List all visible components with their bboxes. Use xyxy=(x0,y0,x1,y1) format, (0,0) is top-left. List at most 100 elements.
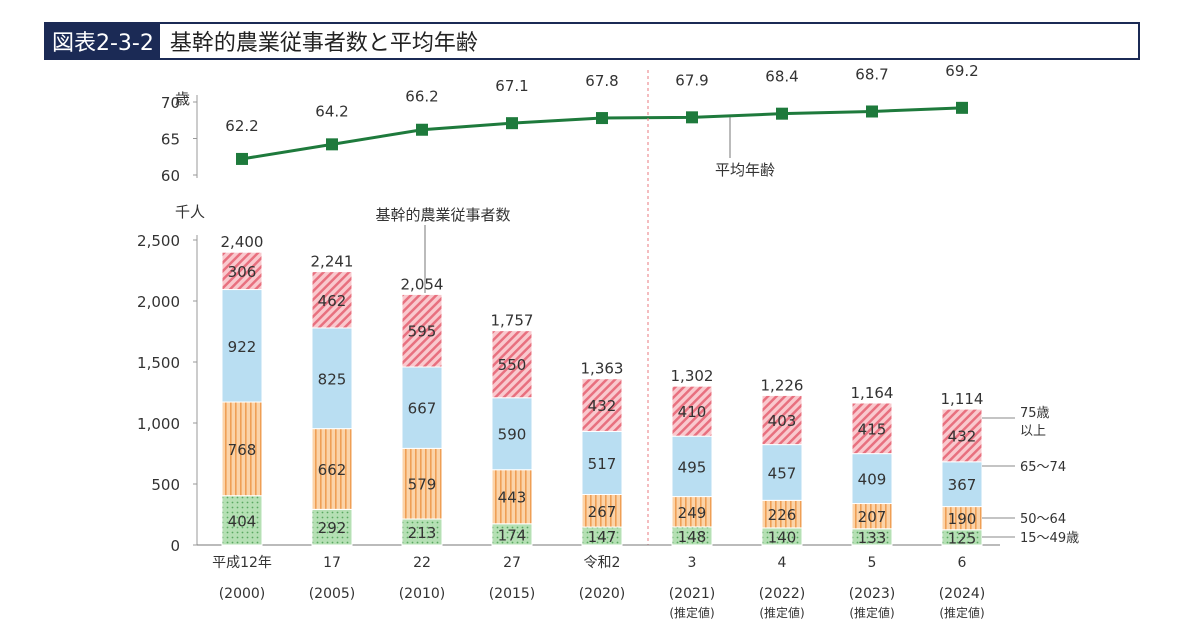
bar-segment-label: 667 xyxy=(408,400,437,418)
bar-segment-label: 922 xyxy=(228,338,257,356)
figure-number: 図表2-3-2 xyxy=(46,24,160,58)
bar-segment xyxy=(221,401,263,497)
x-tick-year: (2024) xyxy=(939,586,986,602)
bar-segment xyxy=(941,461,983,508)
x-tick-era: 27 xyxy=(503,555,521,571)
bar-segment-label: 457 xyxy=(768,464,797,482)
bar-segment xyxy=(311,508,353,546)
bar-y-axis-label: 千人 xyxy=(175,203,205,221)
bar-segment xyxy=(761,444,803,501)
bar-segment-label: 432 xyxy=(948,427,977,445)
bar-segment xyxy=(671,435,713,498)
bar-segment xyxy=(221,495,263,546)
bar-segment-label: 768 xyxy=(228,441,257,459)
bar-segment-label: 403 xyxy=(768,412,797,430)
bar-segment-label: 410 xyxy=(678,403,707,421)
bar-total-label: 1,757 xyxy=(491,312,534,330)
bar-segment-label: 595 xyxy=(408,323,437,341)
bar-segment xyxy=(851,453,893,505)
line-value-label: 67.8 xyxy=(585,72,618,90)
bar-segment-label: 409 xyxy=(858,471,887,489)
line-marker xyxy=(416,123,428,136)
bar-segment-label: 462 xyxy=(318,292,347,310)
x-tick-note: (推定値) xyxy=(759,605,804,620)
x-tick-note: (推定値) xyxy=(939,605,984,620)
x-tick-year: (2010) xyxy=(399,586,446,602)
bar-total-label: 1,164 xyxy=(851,384,894,402)
line-y-tick-label: 65 xyxy=(161,131,180,149)
x-tick-year: (2000) xyxy=(219,586,266,602)
x-tick-year: (2021) xyxy=(669,586,716,602)
bar-total-label: 2,054 xyxy=(401,275,444,293)
bar-segment-label: 249 xyxy=(678,504,707,522)
bar-segment xyxy=(851,503,893,530)
line-value-label: 67.1 xyxy=(495,77,528,95)
line-chart: 歳 60 65 70 62.2 64.2 66.2 67.1 67.8 67.9 68.4 68.7 6… xyxy=(161,62,979,185)
line-value-label: 69.2 xyxy=(945,62,978,80)
bar-segment-label: 125 xyxy=(948,529,977,547)
line-marker xyxy=(956,101,968,114)
legend-label: 65〜74 xyxy=(1020,460,1066,475)
bar-total-label: 1,363 xyxy=(581,360,624,378)
bar-segment xyxy=(221,251,263,291)
bar-segment-label: 517 xyxy=(588,455,617,473)
x-tick-year: (2005) xyxy=(309,586,356,602)
bar-y-tick-label: 500 xyxy=(151,476,180,494)
bar-y-tick-label: 2,000 xyxy=(137,293,180,311)
bar-total-label: 1,114 xyxy=(941,390,984,408)
bar-segment-label: 207 xyxy=(858,508,887,526)
bar-segment xyxy=(581,430,623,495)
bar-segment xyxy=(671,385,713,437)
x-tick-year: (2020) xyxy=(579,586,626,602)
x-tick-era: 令和2 xyxy=(584,555,621,571)
bar-segment xyxy=(581,378,623,432)
x-tick-era: 4 xyxy=(778,555,787,571)
x-tick-era: 6 xyxy=(958,555,967,571)
bar-segment-label: 306 xyxy=(228,263,257,281)
bar-segment xyxy=(401,293,443,368)
bar-total-label: 2,241 xyxy=(311,253,354,271)
bar-segment xyxy=(311,271,353,329)
line-marker xyxy=(236,152,248,165)
bar-y-tick-label: 1,500 xyxy=(137,354,180,372)
line-marker xyxy=(596,112,608,125)
bar-segment-label: 226 xyxy=(768,506,797,524)
bar-segment xyxy=(221,289,263,403)
bar-segment-label: 590 xyxy=(498,426,527,444)
bar-segment-label: 825 xyxy=(318,370,347,388)
x-tick-era: 17 xyxy=(323,555,341,571)
bar-segment-label: 443 xyxy=(498,489,527,507)
bar-y-tick-label: 0 xyxy=(170,537,180,555)
x-tick-note: (推定値) xyxy=(669,605,714,620)
bar-segment-label: 133 xyxy=(858,529,887,547)
legend-label: 15〜49歳 xyxy=(1020,531,1079,546)
bar-segment xyxy=(401,518,443,546)
legend-label: 以上 xyxy=(1020,424,1046,439)
x-tick-year: (2023) xyxy=(849,586,896,602)
line-marker xyxy=(506,117,518,130)
bar-y-tick-label: 1,000 xyxy=(137,415,180,433)
x-tick-year: (2022) xyxy=(759,586,806,602)
x-tick-note: (推定値) xyxy=(849,605,894,620)
bar-segment-label: 140 xyxy=(768,528,797,546)
bar-segment xyxy=(941,408,983,463)
figure-title: 基幹的農業従事者数と平均年齢 xyxy=(169,31,478,56)
bar-segment-label: 662 xyxy=(318,461,347,479)
figure-title-bar: 図表2-3-2 基幹的農業従事者数と平均年齢 xyxy=(44,22,1140,60)
line-y-axis-label: 歳 xyxy=(175,90,190,108)
line-y-tick-label: 70 xyxy=(161,94,180,112)
line-value-label: 68.4 xyxy=(765,68,798,86)
bar-segment-label: 415 xyxy=(858,420,887,438)
bar-total-label: 1,226 xyxy=(761,376,804,394)
bar-segment-label: 432 xyxy=(588,397,617,415)
line-marker xyxy=(326,138,338,151)
bar-total-label: 1,302 xyxy=(671,367,714,385)
line-y-tick-label: 60 xyxy=(161,167,180,185)
x-tick-era: 3 xyxy=(688,555,697,571)
bar-segment xyxy=(851,402,893,455)
bar-segment-label: 579 xyxy=(408,476,437,494)
bar-segment xyxy=(761,394,803,446)
bar-segment-label: 550 xyxy=(498,356,527,374)
line-value-label: 64.2 xyxy=(315,102,348,120)
